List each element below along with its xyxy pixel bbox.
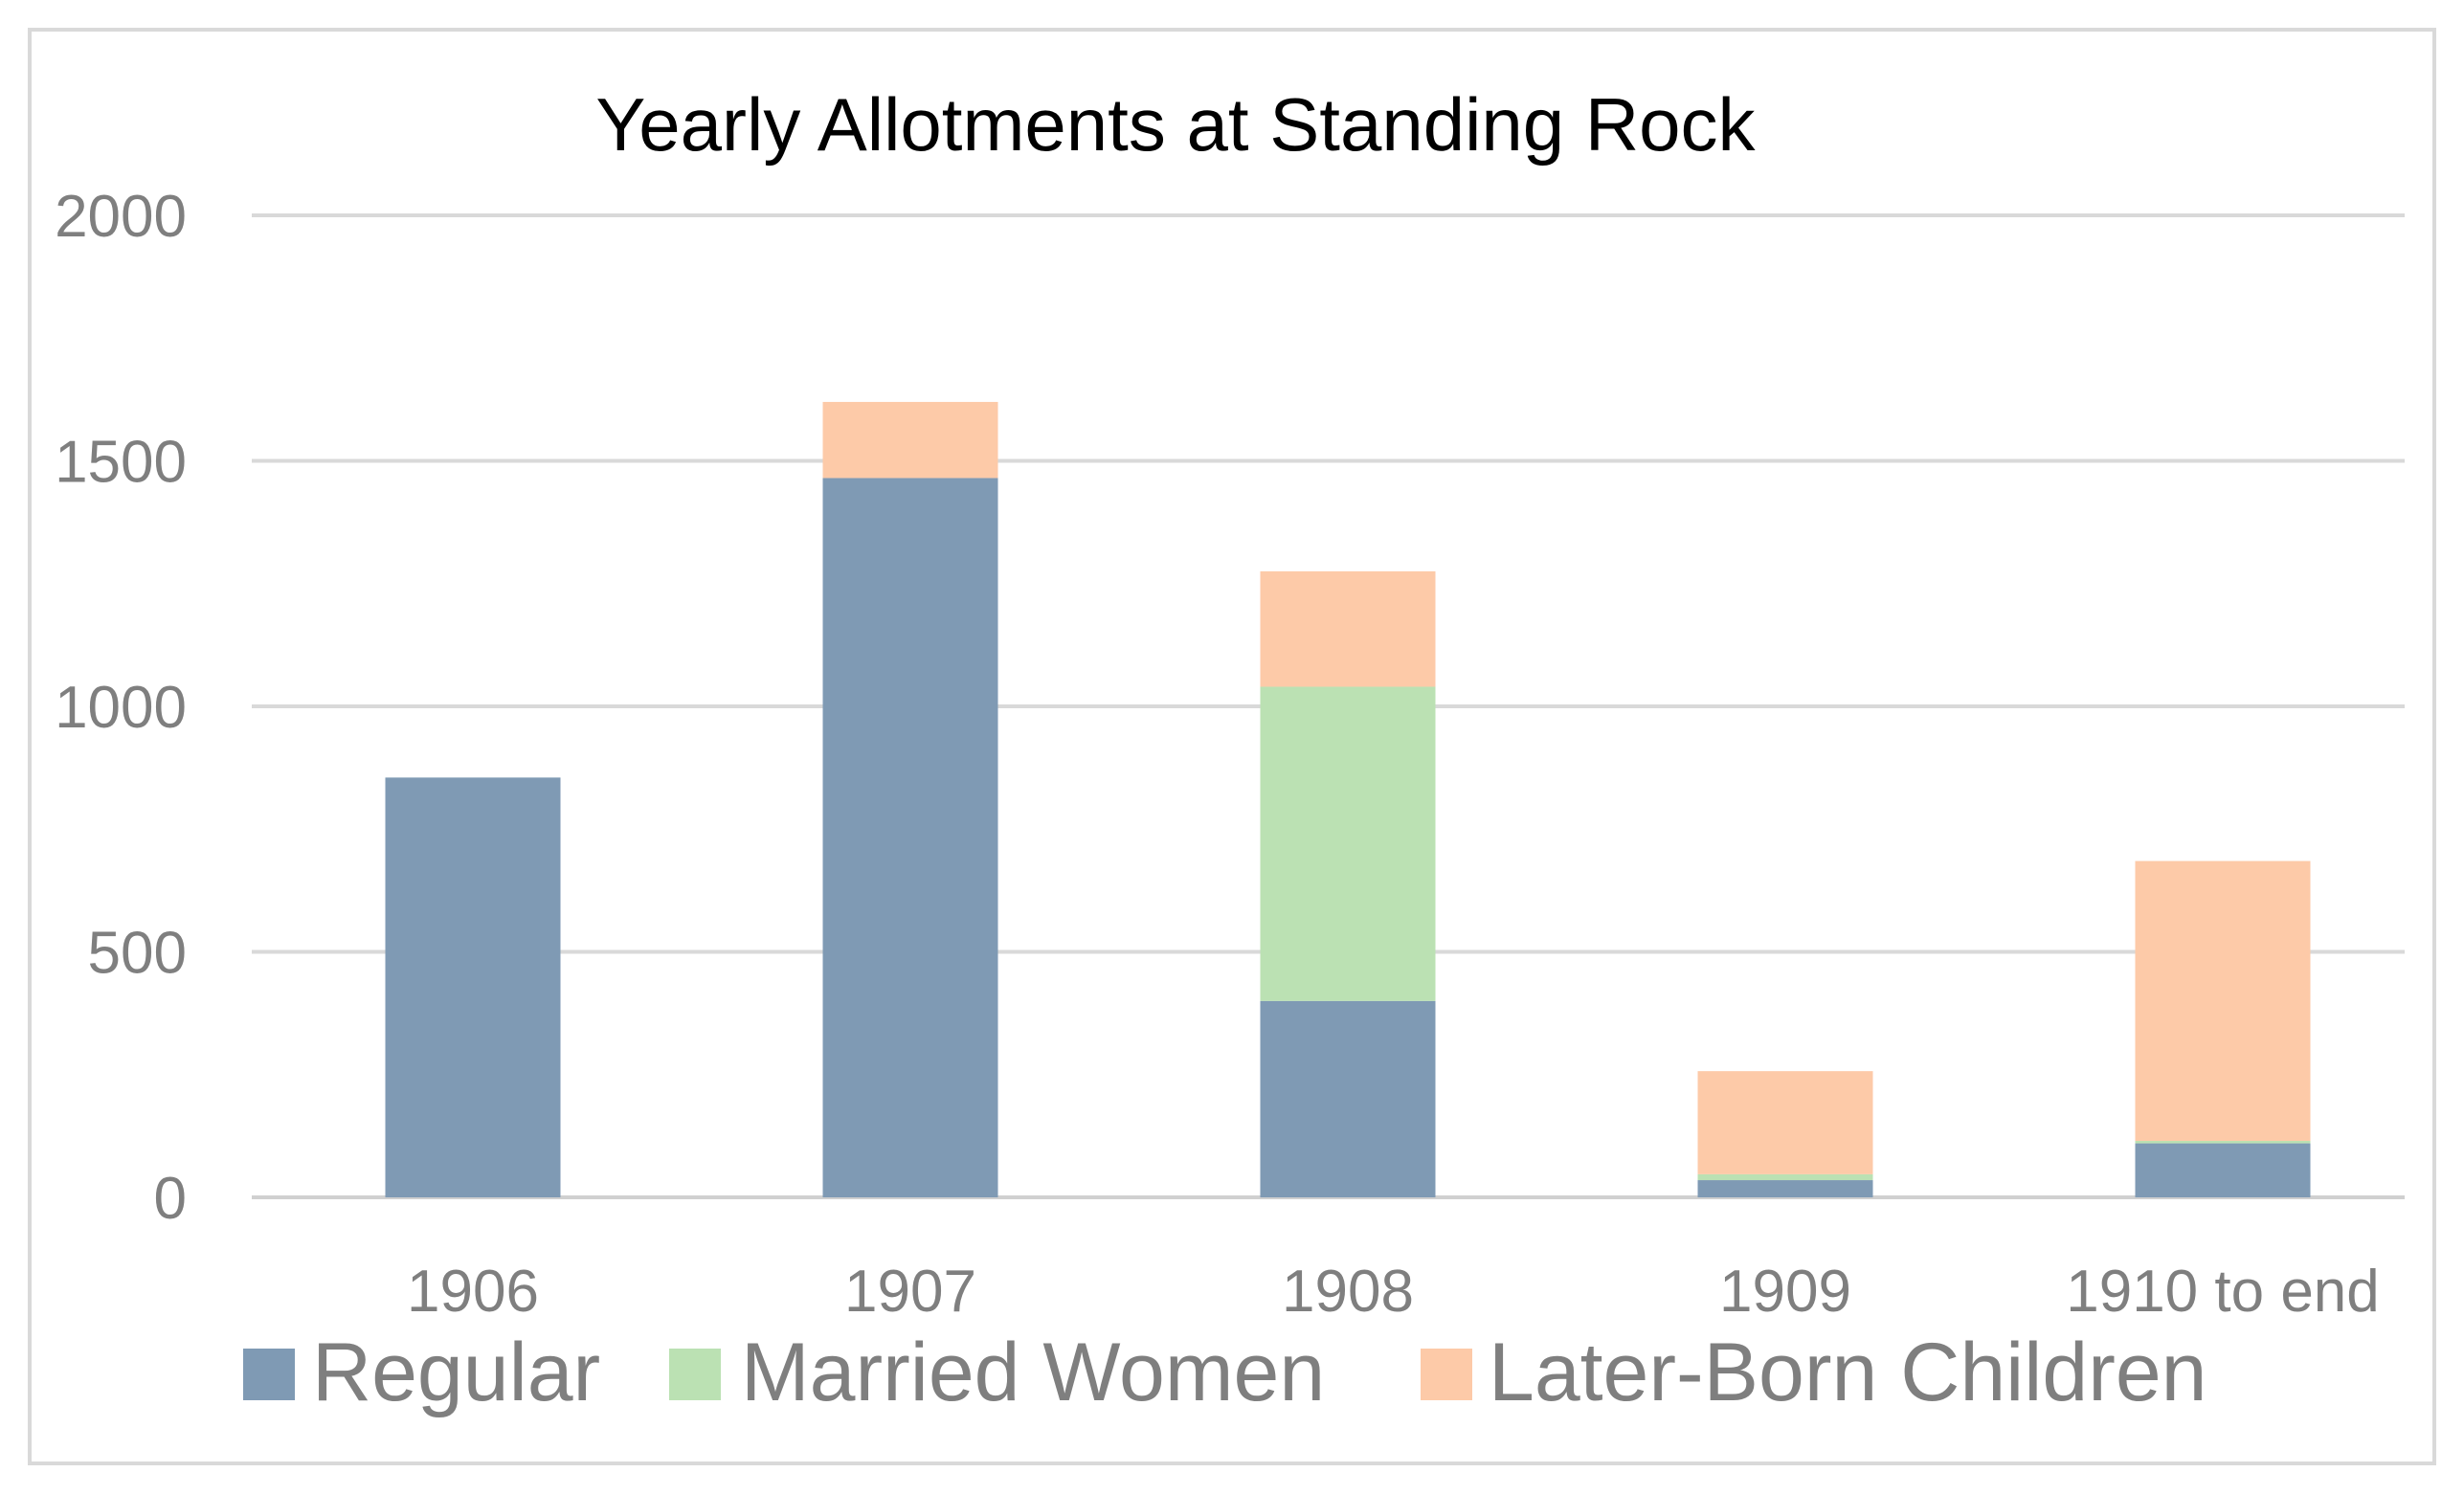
y-tick-label: 1000: [55, 675, 187, 741]
legend-label: Married Women: [741, 1327, 1325, 1418]
bars: [385, 401, 2311, 1198]
y-tick-label: 500: [88, 921, 187, 987]
y-axis-tick-labels: 0 500 1000 1500 2000: [55, 184, 187, 1232]
bar-1907-later-born-children: [822, 401, 998, 479]
y-tick-label: 2000: [55, 184, 187, 250]
chart-title: Yearly Allotments at Standing Rock: [595, 82, 1756, 167]
legend-swatch-married-women: [669, 1349, 721, 1400]
legend-swatch-later-born-children: [1421, 1349, 1472, 1400]
y-tick-label: 1500: [55, 430, 187, 496]
legend-label: Later-Born Children: [1489, 1327, 2206, 1418]
legend-swatch-regular: [243, 1349, 295, 1400]
bar-1906-regular: [385, 777, 561, 1197]
bar-1910-to-end-regular: [2135, 1143, 2311, 1197]
bar-1909-married-women: [1697, 1173, 1873, 1181]
y-tick-label: 0: [154, 1166, 187, 1232]
bar-1908-married-women: [1260, 686, 1436, 1001]
legend-label: Regular: [312, 1327, 600, 1418]
x-axis-tick-labels: 1906 1907 1908 1909 1910 to end: [407, 1259, 2380, 1325]
bar-1907-regular: [822, 478, 998, 1198]
chart-border: [28, 28, 2436, 1465]
bar-1908-later-born-children: [1260, 570, 1436, 687]
bar-1909-regular: [1697, 1180, 1873, 1197]
x-tick-label: 1906: [407, 1259, 539, 1325]
x-tick-label: 1909: [1719, 1259, 1851, 1325]
x-tick-label: 1908: [1282, 1259, 1414, 1325]
bar-1908-regular: [1260, 1000, 1436, 1197]
x-tick-label: 1907: [844, 1259, 976, 1325]
bar-1910-to-end-married-women: [2135, 1141, 2311, 1144]
legend: Regular Married Women Later-Born Children: [243, 1327, 2206, 1418]
bar-1909-later-born-children: [1697, 1071, 1873, 1174]
bar-1910-to-end-later-born-children: [2135, 860, 2311, 1142]
x-tick-label: 1910 to end: [2066, 1259, 2380, 1325]
